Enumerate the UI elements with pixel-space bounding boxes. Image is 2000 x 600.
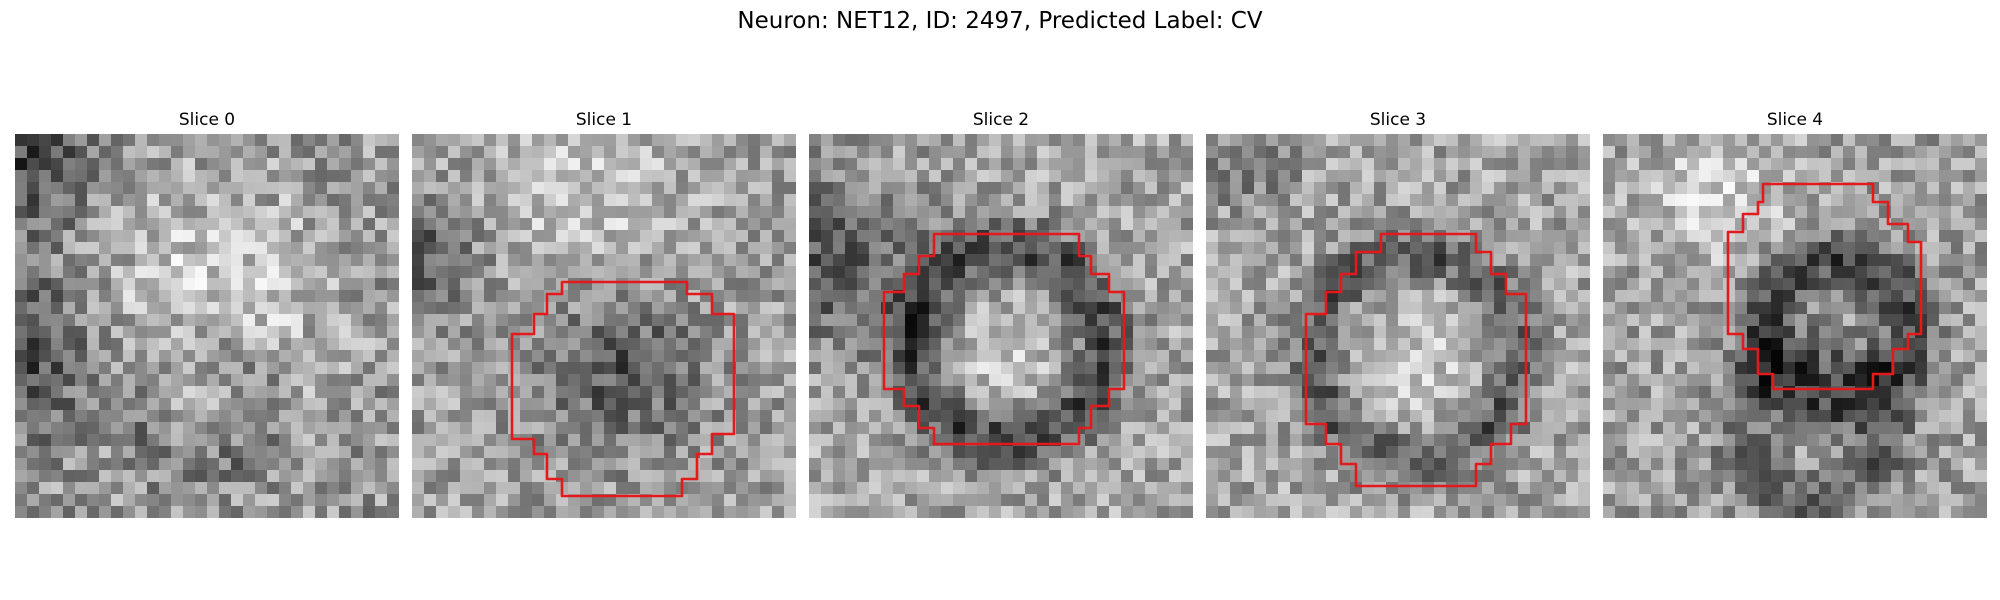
- grayscale-tile: [809, 134, 1193, 518]
- slice-image: [412, 134, 796, 518]
- roi-contour: [1726, 182, 1923, 391]
- slice-panel: Slice 0: [15, 108, 399, 518]
- slice-title: Slice 3: [1369, 110, 1427, 130]
- roi-contour-path: [1726, 182, 1923, 391]
- grayscale-tile: [412, 134, 796, 518]
- slice-panel: Slice 4: [1603, 108, 1987, 518]
- roi-contour: [882, 232, 1126, 446]
- slice-image: [1206, 134, 1590, 518]
- slice-image: [809, 134, 1193, 518]
- grayscale-tile: [15, 134, 399, 518]
- roi-contour: [1304, 232, 1528, 488]
- roi-contour-path: [882, 232, 1126, 446]
- slice-title: Slice 2: [972, 110, 1030, 130]
- slice-panel: Slice 2: [809, 108, 1193, 518]
- figure-title: Neuron: NET12, ID: 2497, Predicted Label…: [737, 8, 1263, 34]
- roi-contour: [15, 134, 399, 518]
- slice-title: Slice 0: [178, 110, 236, 130]
- grayscale-tile: [1603, 134, 1987, 518]
- roi-contour-path: [510, 280, 736, 498]
- roi-contour: [510, 280, 736, 498]
- roi-contour-path: [1304, 232, 1528, 488]
- slice-title: Slice 1: [575, 110, 633, 130]
- slice-panel: Slice 1: [412, 108, 796, 518]
- slice-image: [1603, 134, 1987, 518]
- slice-image: [15, 134, 399, 518]
- slice-title: Slice 4: [1766, 110, 1824, 130]
- slice-panel: Slice 3: [1206, 108, 1590, 518]
